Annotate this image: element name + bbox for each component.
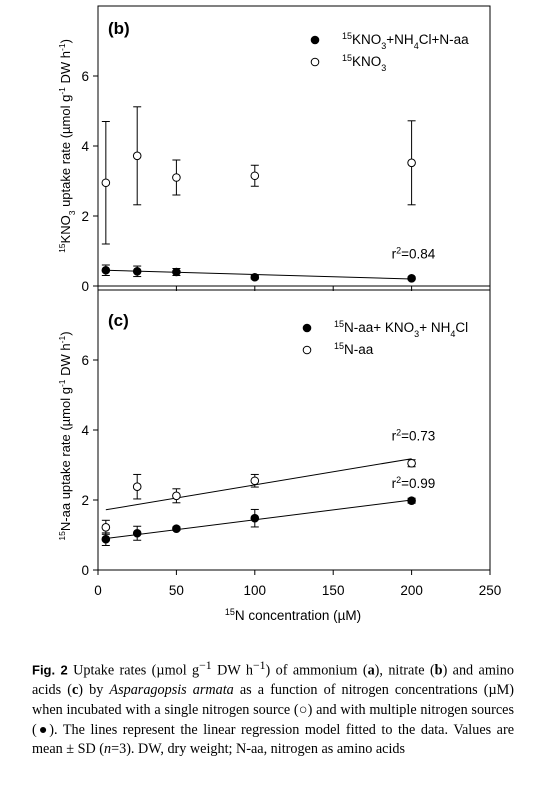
r-squared-annotation: r2=0.99	[392, 475, 436, 491]
legend-marker	[310, 57, 320, 67]
y-tick-label: 0	[81, 563, 89, 578]
data-point	[250, 513, 260, 523]
data-point	[407, 496, 416, 506]
legend-marker	[302, 323, 312, 333]
x-tick-label: 50	[169, 583, 184, 598]
data-point	[132, 528, 142, 538]
panel-b-y-axis-label: 15KNO3 uptake rate (µmol g-1 DW h-1)	[57, 39, 77, 253]
series-single-source	[101, 106, 416, 245]
caption-lead: Fig. 2	[32, 662, 68, 678]
y-tick-label: 4	[81, 139, 89, 154]
panel-c-axes: 0 2 4 6 0 50 100 150 200 250	[81, 289, 502, 598]
x-tick-label: 100	[244, 583, 267, 598]
data-point	[172, 267, 181, 277]
y-tick-label: 0	[81, 279, 89, 294]
legend-label: 15N-aa+ KNO3+ NH4Cl	[334, 319, 468, 339]
figure-caption: Fig. 2 Uptake rates (µmol g−1 DW h−1) of…	[32, 658, 514, 758]
x-tick-label: 0	[94, 583, 102, 598]
data-point	[172, 173, 181, 182]
data-point	[250, 171, 260, 181]
data-point	[132, 151, 142, 161]
series-single-source	[101, 458, 416, 535]
data-point	[132, 267, 142, 276]
regression-line	[105, 458, 412, 511]
x-tick-label: 150	[322, 583, 345, 598]
x-axis-label: 15N concentration (µM)	[225, 607, 361, 623]
legend-label: 15KNO3	[342, 53, 386, 73]
panel-b-label: (b)	[108, 19, 130, 38]
data-point	[101, 534, 111, 544]
data-point	[172, 524, 181, 534]
data-point	[407, 458, 416, 468]
r-squared-annotation: r2=0.84	[392, 246, 436, 262]
figure: 0 2 4 6 r2=0.84 (b) 15KNO3+NH4Cl+N-aa 15KNO3 …	[57, 5, 502, 623]
data-point	[172, 491, 181, 501]
data-point	[250, 476, 260, 486]
x-tick-label: 250	[479, 583, 502, 598]
y-tick-label: 6	[81, 353, 89, 368]
data-point	[101, 265, 111, 275]
data-point	[101, 178, 111, 188]
x-tick-label: 200	[400, 583, 423, 598]
panel-c: 0 2 4 6 0 50 100 150 200 250 r2=0.73 r2=0.99 (c) 15…	[57, 289, 502, 623]
y-tick-label: 2	[81, 209, 89, 224]
panel-c-y-axis-label: 15N-aa uptake rate (µmol g-1 DW h-1)	[57, 331, 73, 540]
legend-label: 15KNO3+NH4Cl+N-aa	[342, 31, 469, 51]
regression-line	[105, 269, 412, 280]
panel-b-frame	[97, 5, 491, 287]
legend-marker	[310, 35, 320, 45]
y-tick-label: 2	[81, 493, 89, 508]
data-point	[407, 158, 416, 168]
species-name: Asparagopsis armata	[109, 682, 234, 699]
data-point	[132, 482, 142, 492]
data-point	[250, 272, 260, 282]
y-tick-label: 6	[81, 69, 89, 84]
legend-marker	[302, 345, 312, 355]
panel-c-label: (c)	[108, 311, 129, 330]
panel-c-legend: 15N-aa+ KNO3+ NH4Cl 15N-aa	[302, 319, 468, 357]
panel-b: 0 2 4 6 r2=0.84 (b) 15KNO3+NH4Cl+N-aa 15KNO3 …	[57, 5, 491, 294]
y-tick-label: 4	[81, 423, 89, 438]
series-multiple-sources	[101, 264, 416, 283]
legend-label: 15N-aa	[334, 341, 374, 357]
r-squared-annotation: r2=0.73	[392, 428, 436, 444]
data-point	[101, 523, 111, 532]
data-point	[407, 274, 416, 283]
series-multiple-sources	[101, 496, 416, 546]
